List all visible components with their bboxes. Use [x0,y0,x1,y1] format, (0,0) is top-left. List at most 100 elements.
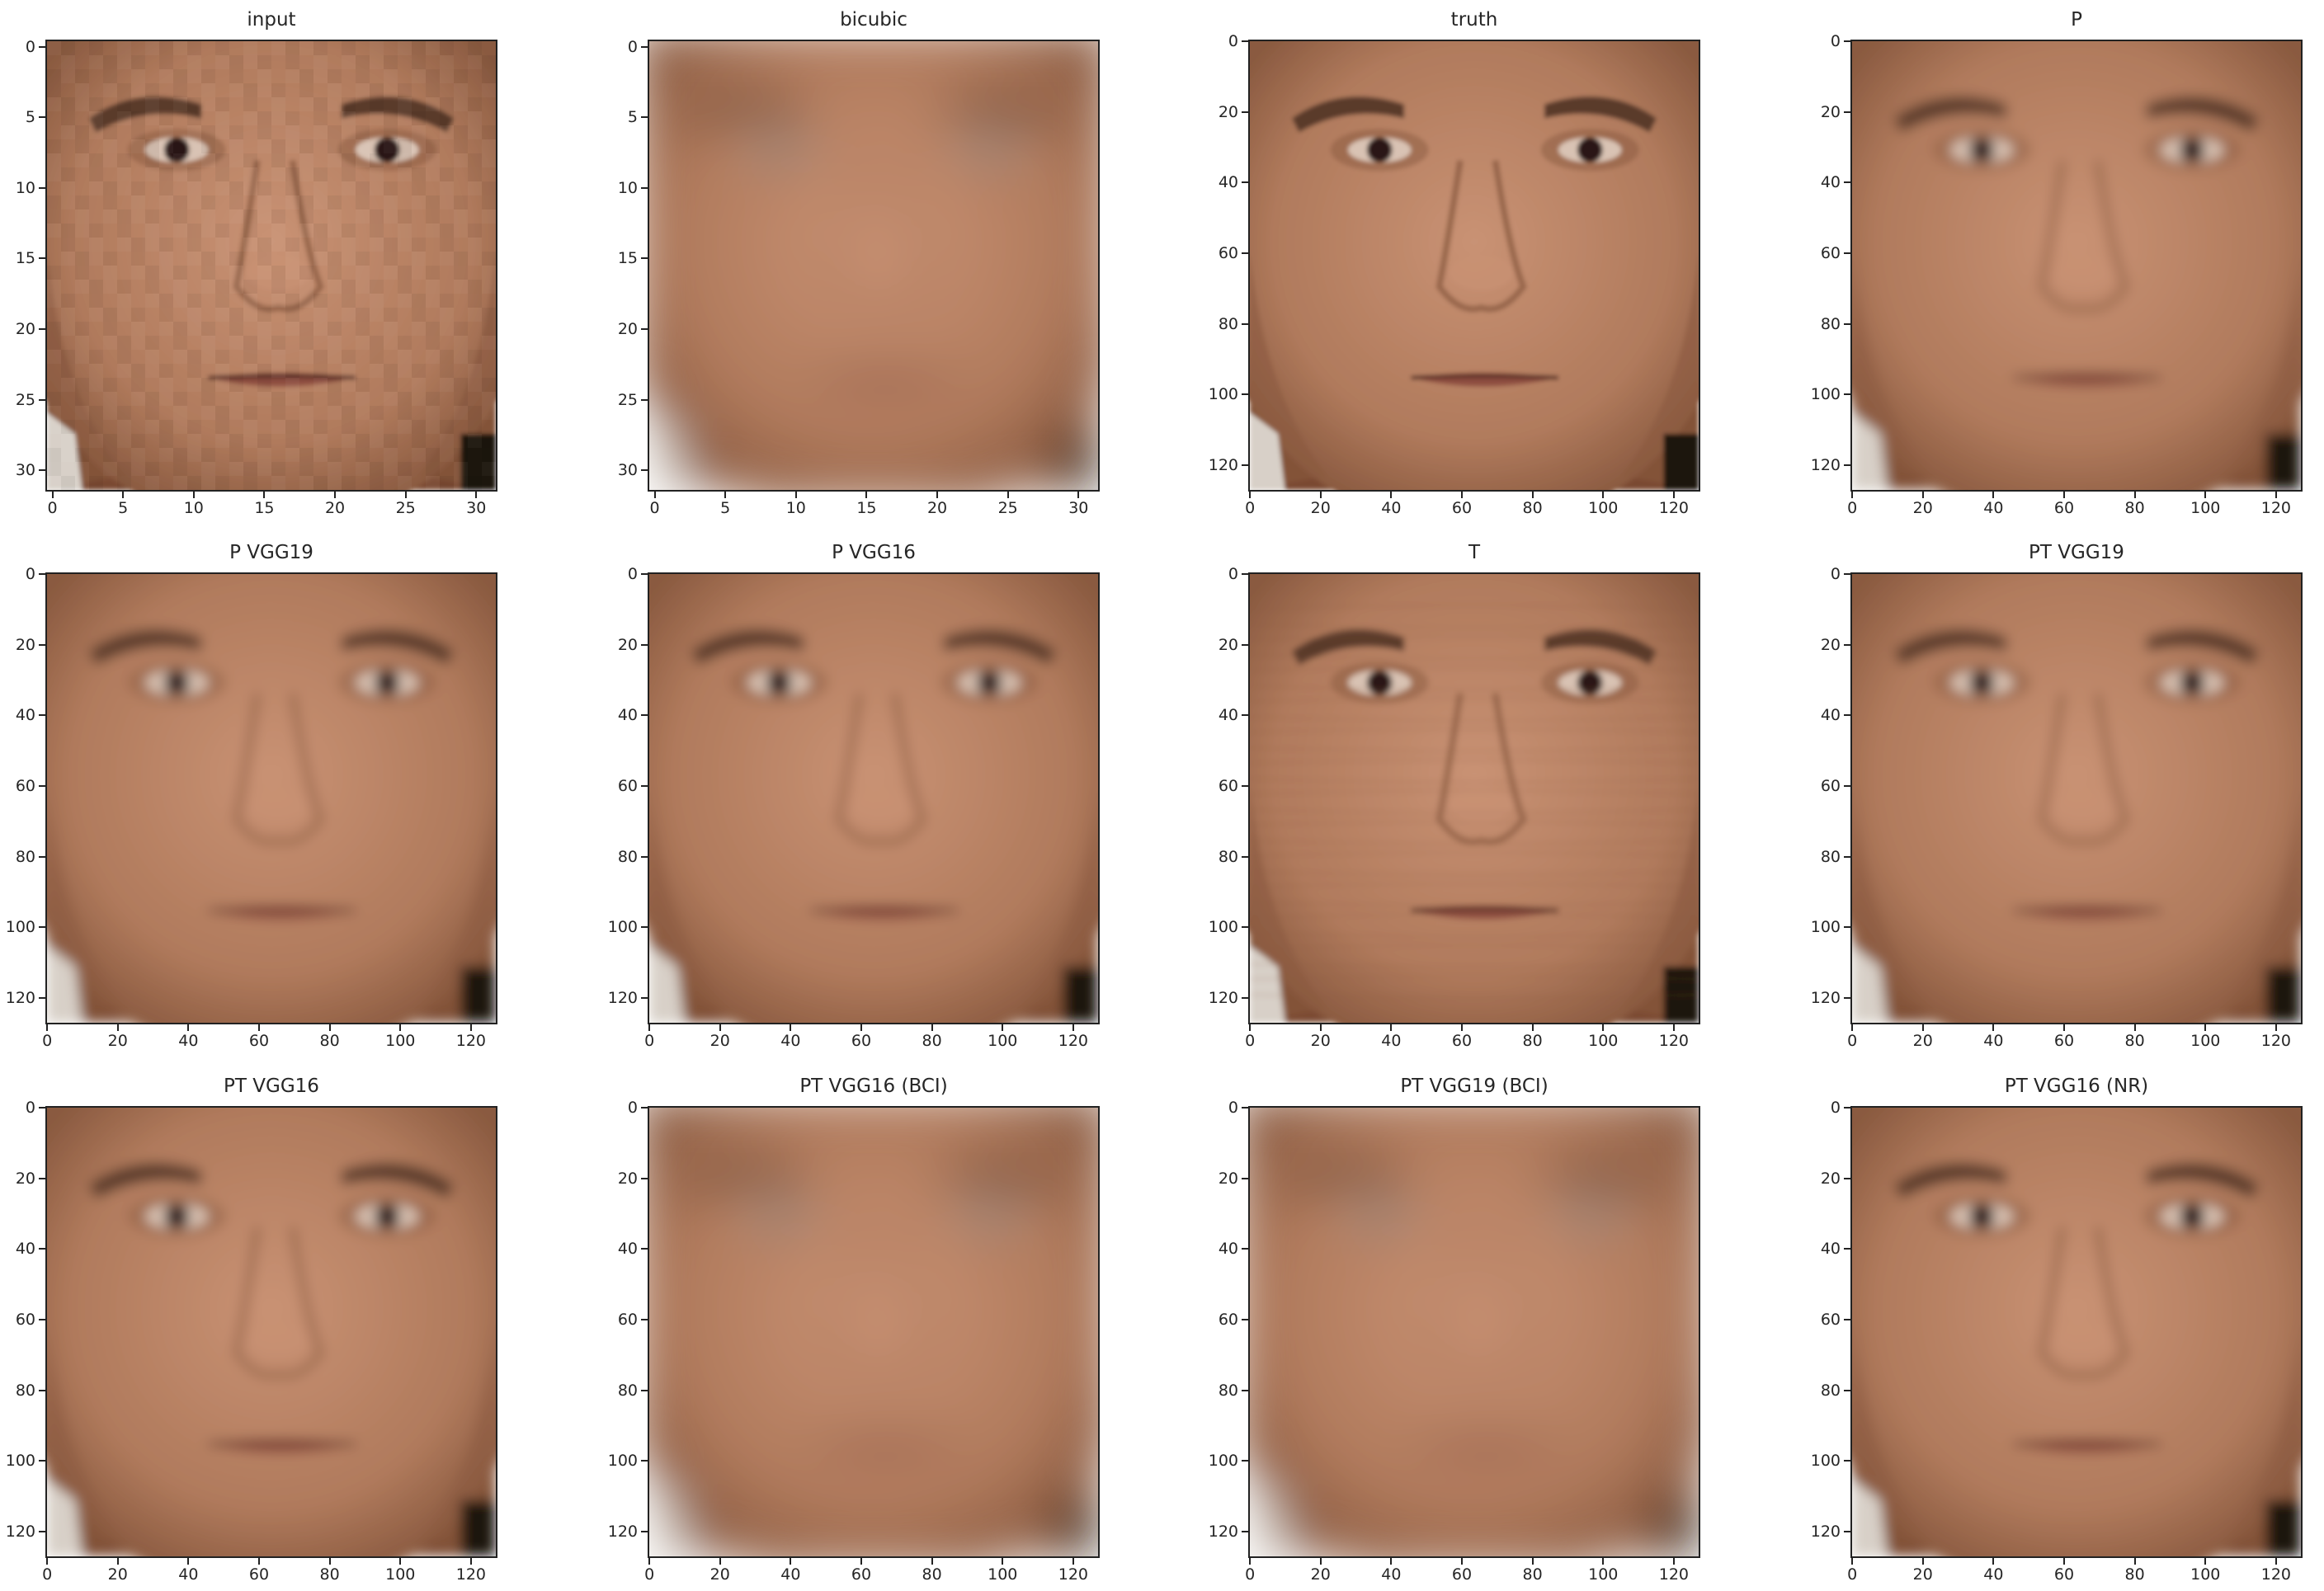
x-tick-label: 40 [178,1032,199,1050]
y-tick-label: 10 [15,178,35,197]
y-tick-mark [1844,996,1850,999]
y-tick-label: 40 [15,1240,35,1259]
x-tick-label: 40 [1381,1565,1402,1584]
x-tick-mark [399,1024,402,1031]
y-tick-label: 60 [15,1311,35,1330]
x-tick-mark [1602,1024,1605,1031]
x-tick-label: 120 [455,1032,487,1050]
x-tick-mark [1390,492,1393,498]
x-tick-label: 0 [1847,1032,1858,1050]
x-tick-mark [1390,1558,1393,1565]
y-tick-label: 0 [1830,32,1841,51]
y-tick-mark [39,1177,45,1179]
x-tick-label: 100 [988,1032,1018,1050]
x-tick-mark [931,1024,933,1031]
y-tick-label: 20 [1218,1169,1238,1188]
x-tick-label: 40 [1983,499,2004,517]
right-eyebrow [342,1162,454,1199]
y-tick-label: 20 [1218,635,1238,654]
dark-corner [460,1500,496,1556]
y-tick-mark [39,996,45,999]
y-tick-label: 80 [15,1381,35,1400]
y-tick-label: 60 [1820,244,1841,263]
left-eyebrow [1894,96,2006,133]
y-tick-label: 20 [1820,1169,1841,1188]
right-eyebrow [2147,96,2259,133]
y-tick-mark [641,996,648,999]
x-tick-mark [2275,1024,2277,1031]
x-tick-mark [860,1558,863,1565]
right-eyebrow [2147,1162,2259,1199]
face-image [45,40,497,492]
y-tick-mark [39,1460,45,1462]
right-eyebrow [944,628,1056,666]
x-tick-mark [931,1558,933,1565]
x-tick-mark [334,492,337,498]
x-tick-label: 20 [1912,1565,1933,1584]
x-tick-mark [1077,492,1080,498]
y-tick-mark [39,643,45,646]
x-tick-label: 120 [1058,1565,1089,1584]
x-tick-mark [1531,1024,1534,1031]
y-tick-mark [1844,40,1850,43]
y-tick-label: 80 [617,1381,638,1400]
y-tick-label: 30 [617,461,638,480]
x-tick-mark [2063,492,2066,498]
x-tick-mark [328,1558,331,1565]
right-iris [2179,670,2205,696]
y-tick-mark [1844,926,1850,929]
y-tick-mark [1242,785,1248,788]
y-tick-mark [39,1389,45,1391]
x-tick-mark [1002,1024,1004,1031]
y-tick-label: 100 [607,1452,638,1471]
y-tick-mark [1242,1319,1248,1321]
y-tick-label: 80 [1218,847,1238,866]
x-tick-mark [51,492,54,498]
nose [2038,1226,2129,1379]
y-tick-mark [641,1107,648,1109]
x-tick-label: 120 [1658,499,1690,517]
nose [233,1226,324,1379]
x-tick-label: 15 [856,499,877,517]
y-tick-label: 15 [15,249,35,268]
face-image [45,1106,497,1558]
y-tick-mark [1242,1530,1248,1532]
x-tick-label: 0 [42,1032,53,1050]
y-tick-mark [641,926,648,929]
face-drawing [47,41,496,490]
x-tick-mark [719,1558,721,1565]
x-tick-label: 60 [2053,1032,2075,1050]
right-eyebrow [1544,1162,1657,1199]
x-tick-label: 40 [178,1565,199,1584]
y-tick-mark [641,1248,648,1250]
x-tick-mark [187,1558,190,1565]
x-tick-label: 20 [709,1032,730,1050]
y-tick-label: 10 [617,178,638,197]
x-tick-label: 100 [2190,499,2221,517]
left-eyebrow [89,1162,201,1199]
x-tick-mark [469,1558,472,1565]
x-tick-mark [1531,1558,1534,1565]
right-eyebrow [944,1162,1056,1199]
x-tick-label: 80 [319,1565,340,1584]
x-tick-label: 60 [2053,499,2075,517]
x-tick-mark [1249,1024,1252,1031]
left-iris [1366,670,1393,696]
x-tick-mark [2133,1558,2136,1565]
nose [2038,159,2129,313]
y-tick-label: 20 [617,635,638,654]
y-tick-mark [39,1319,45,1321]
y-tick-mark [641,1177,648,1179]
x-tick-mark [263,492,266,498]
x-tick-mark [469,1024,472,1031]
x-tick-label: 60 [248,1032,270,1050]
left-iris [163,137,190,163]
dark-corner [1663,1500,1699,1556]
y-tick-mark [641,855,648,858]
x-tick-mark [1672,1024,1675,1031]
face-image [648,1106,1100,1558]
y-tick-mark [1844,643,1850,646]
nose [835,1226,926,1379]
dark-corner [2265,1500,2301,1556]
face-image [648,572,1100,1024]
